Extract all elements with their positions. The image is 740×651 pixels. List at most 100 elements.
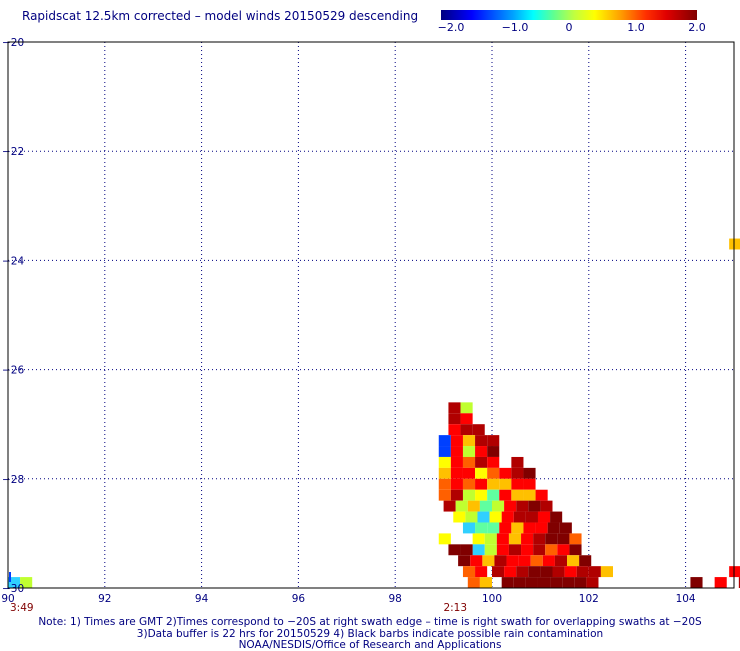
wind-cell	[462, 435, 476, 447]
note-line-2: 3)Data buffer is 22 hrs for 20150529 4) …	[136, 628, 604, 640]
wind-cell	[586, 577, 599, 588]
wind-cell	[472, 533, 485, 545]
wind-cell	[542, 555, 555, 567]
wind-cell	[588, 566, 601, 578]
wind-cell	[489, 511, 502, 523]
wind-cell	[462, 489, 476, 501]
y-tick-label: −20	[2, 37, 24, 49]
wind-cell	[545, 544, 558, 556]
wind-cell	[714, 577, 727, 588]
wind-cell	[562, 577, 575, 588]
wind-cell	[462, 566, 476, 578]
wind-cell	[453, 511, 466, 523]
wind-cell	[475, 566, 488, 578]
wind-cell	[462, 522, 476, 534]
wind-cell	[455, 500, 468, 512]
wind-cell	[511, 489, 524, 501]
wind-cell	[738, 577, 740, 588]
wind-cell	[537, 511, 551, 523]
wind-cell	[499, 467, 512, 479]
wind-cell	[20, 577, 33, 588]
wind-cell	[475, 446, 488, 457]
wind-cell	[574, 577, 587, 588]
wind-cell	[494, 555, 507, 567]
map-title: Rapidscat 12.5km corrected – model winds…	[22, 9, 419, 23]
wind-cell	[576, 566, 589, 578]
colorbar-tick-label: 0	[565, 21, 573, 34]
wind-cell	[521, 533, 534, 545]
wind-cell	[450, 446, 463, 457]
wind-cell	[475, 522, 488, 534]
wind-cell	[487, 478, 500, 490]
wind-cell	[729, 238, 740, 250]
wind-cell	[438, 478, 451, 490]
wind-cell	[504, 500, 517, 512]
wind-cell	[535, 522, 548, 534]
wind-cell	[516, 566, 529, 578]
wind-cell	[511, 467, 524, 479]
wind-cell	[540, 566, 553, 578]
wind-cell	[540, 500, 553, 512]
wind-cell	[530, 555, 543, 567]
swath-time-label: 3:49	[10, 602, 34, 614]
wind-cell	[492, 566, 505, 578]
wind-cell	[501, 577, 514, 588]
wind-cell	[479, 577, 492, 588]
wind-cell	[516, 500, 529, 512]
wind-cell	[569, 544, 582, 556]
wind-cell	[496, 533, 509, 545]
colorbar-tick-label: 1.0	[627, 21, 645, 34]
swath-time-label: 2:13	[443, 602, 467, 614]
wind-cell	[513, 577, 526, 588]
wind-cell	[438, 435, 451, 447]
wind-cell	[458, 555, 471, 567]
wind-cell	[477, 511, 490, 523]
wind-cell	[511, 456, 524, 468]
wind-cell	[465, 511, 478, 523]
wind-cell	[475, 478, 488, 490]
wind-cell	[460, 544, 473, 556]
wind-cell	[484, 544, 497, 556]
axis-tick-labels: 90 92 94 96 98 100 102 104 −20 −22 −24 −26 −28 −30 3:4…	[1, 37, 696, 614]
wind-cell	[550, 511, 563, 523]
x-tick-label: 102	[579, 593, 599, 605]
x-tick-label: 100	[482, 593, 502, 605]
wind-cell	[450, 489, 463, 501]
wind-cell	[501, 511, 514, 523]
wind-cell	[450, 456, 463, 468]
wind-cell	[460, 424, 473, 436]
wind-cell	[523, 467, 536, 479]
wind-cell	[484, 533, 497, 545]
wind-cell	[462, 446, 476, 457]
wind-cell	[479, 500, 492, 512]
wind-cell	[448, 424, 461, 436]
wind-cell	[492, 500, 505, 512]
wind-cell	[496, 544, 509, 556]
x-tick-label: 104	[676, 593, 696, 605]
wind-cell	[438, 533, 451, 545]
wind-cell	[504, 566, 517, 578]
wind-cell	[450, 478, 463, 490]
y-tick-label: −28	[2, 474, 24, 486]
wind-cell	[729, 566, 740, 578]
x-tick-label: 92	[98, 593, 111, 605]
y-tick-label: −30	[2, 583, 24, 595]
colorbar-tick-label: −2.0	[437, 21, 465, 34]
wind-cell	[537, 577, 551, 588]
wind-cell	[535, 489, 548, 501]
colorbar	[441, 10, 697, 20]
wind-cell	[521, 544, 534, 556]
note-line-3: NOAA/NESDIS/Office of Research and Appli…	[238, 639, 502, 651]
swath-edge-marker	[9, 572, 11, 582]
wind-cell	[525, 577, 538, 588]
wind-cell	[559, 522, 572, 534]
x-tick-label: 94	[195, 593, 209, 605]
wind-cell	[487, 435, 500, 447]
wind-cell	[438, 467, 451, 479]
wind-cell	[550, 577, 563, 588]
wind-cell	[487, 467, 500, 479]
wind-cell	[438, 446, 451, 457]
wind-cell	[448, 402, 461, 414]
wind-cell	[450, 435, 463, 447]
wind-cell	[499, 522, 512, 534]
